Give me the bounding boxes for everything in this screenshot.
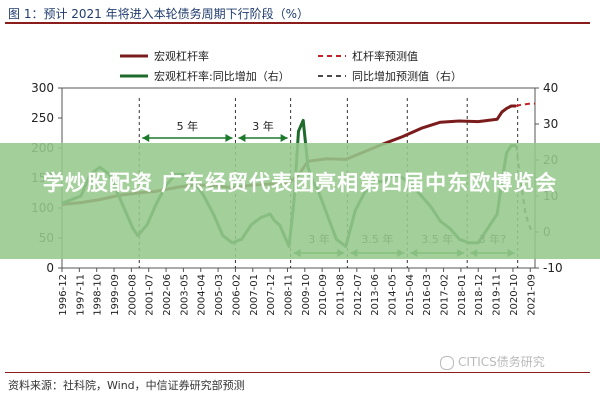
- annotation-label: 3 年: [252, 119, 274, 133]
- x-axis-label: 2010-09: [318, 274, 329, 316]
- x-axis-label: 2013-06: [370, 274, 381, 316]
- x-axis-label: 2006-02: [231, 274, 242, 316]
- x-axis-label: 2018-01: [457, 274, 468, 316]
- x-axis-label: 2007-12: [266, 274, 277, 316]
- x-axis-label: 2005-03: [214, 274, 225, 316]
- x-axis-label: 2015-04: [405, 274, 416, 316]
- x-axis-label: 2003-05: [179, 274, 190, 316]
- legend-label-leverage: 宏观杠杆率: [154, 49, 209, 63]
- annotation-arrow-right: [280, 134, 288, 142]
- watermark-text: CITICS债务研究: [458, 355, 545, 369]
- x-axis-label: 1996-12: [58, 274, 69, 316]
- banner-text[interactable]: 学炒股配资 广东经贸代表团亮相第四届中东欧博览会: [42, 171, 558, 195]
- x-axis-label: 1999-09: [110, 274, 121, 316]
- right-axis-label: 30: [543, 117, 558, 131]
- x-axis-label: 2008-11: [283, 274, 294, 316]
- x-axis-label: 2017-02: [440, 274, 451, 316]
- x-axis-label: 1997-11: [75, 274, 86, 316]
- x-axis-label: 2001-07: [145, 274, 156, 316]
- right-axis-label: -10: [543, 261, 563, 275]
- x-axis-label: 2018-12: [474, 274, 485, 316]
- x-axis-label: 2007-01: [249, 274, 260, 316]
- watermark: CITICS债务研究: [440, 353, 545, 370]
- x-axis-label: 1998-10: [93, 274, 104, 316]
- annotation-arrow-right: [225, 134, 233, 142]
- figure-title: 图 1：预计 2021 年将进入本轮债务周期下行阶段（%）: [8, 7, 310, 21]
- x-axis-label: 2011-08: [335, 274, 346, 316]
- overlay-banner[interactable]: 学炒股配资 广东经贸代表团亮相第四届中东欧博览会: [0, 143, 600, 259]
- x-axis-label: 2020-10: [509, 274, 520, 316]
- citics-logo-icon: [440, 355, 454, 370]
- annotation-arrow-left: [142, 134, 150, 142]
- x-axis-label: 2009-10: [301, 274, 312, 316]
- annotation-arrow-left: [238, 134, 246, 142]
- source-note: 资料来源：社科院，Wind，中信证券研究部预测: [8, 379, 245, 392]
- x-axis-label: 2012-07: [353, 274, 364, 316]
- x-axis-label: 2000-08: [127, 274, 138, 316]
- series-leverage_forecast-line: [515, 102, 535, 107]
- legend-label-leverage_forecast: 杠杆率预测值: [352, 49, 418, 63]
- source-rule: [5, 372, 590, 373]
- left-axis-label: 300: [31, 81, 54, 95]
- legend-label-yoy: 宏观杠杆率:同比增加（右）: [154, 69, 290, 83]
- legend-label-yoy_forecast: 同比增加预测值（右）: [352, 69, 462, 83]
- x-axis-label: 2016-03: [422, 274, 433, 316]
- title-rule: [5, 22, 590, 24]
- right-axis-label: 40: [543, 81, 558, 95]
- x-axis-label: 2002-06: [162, 274, 173, 316]
- x-axis-label: 2014-05: [388, 274, 399, 316]
- left-axis-label: 250: [31, 111, 54, 125]
- annotation-label: 5 年: [177, 119, 199, 133]
- x-axis-label: 2021-09: [526, 274, 537, 316]
- x-axis-label: 2004-04: [197, 274, 208, 316]
- x-axis-label: 2019-11: [492, 274, 503, 316]
- left-axis-label: 0: [46, 261, 54, 275]
